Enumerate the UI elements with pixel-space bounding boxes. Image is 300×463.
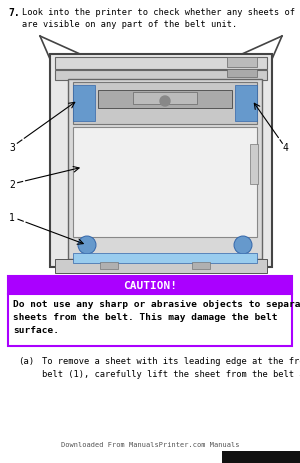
Text: 3: 3	[9, 143, 15, 153]
Text: 2: 2	[9, 180, 15, 189]
Text: 7.: 7.	[8, 8, 20, 18]
FancyBboxPatch shape	[50, 55, 272, 268]
Circle shape	[234, 237, 252, 255]
Circle shape	[160, 97, 170, 107]
FancyBboxPatch shape	[133, 93, 197, 105]
Text: 4: 4	[282, 143, 288, 153]
FancyBboxPatch shape	[73, 83, 257, 125]
FancyBboxPatch shape	[55, 58, 267, 70]
Text: To remove a sheet with its leading edge at the front of the: To remove a sheet with its leading edge …	[42, 356, 300, 365]
FancyBboxPatch shape	[192, 263, 210, 269]
Text: surface.: surface.	[13, 325, 59, 334]
FancyBboxPatch shape	[73, 86, 95, 122]
Text: Do not use any sharp or abrasive objects to separate: Do not use any sharp or abrasive objects…	[13, 300, 300, 308]
Text: Look into the printer to check whether any sheets of paper
are visible on any pa: Look into the printer to check whether a…	[22, 8, 300, 29]
FancyBboxPatch shape	[68, 80, 262, 259]
FancyBboxPatch shape	[227, 70, 257, 78]
FancyBboxPatch shape	[222, 451, 300, 463]
Text: Downloaded From ManualsPrinter.com Manuals: Downloaded From ManualsPrinter.com Manua…	[61, 441, 239, 447]
FancyBboxPatch shape	[235, 86, 257, 122]
FancyBboxPatch shape	[250, 144, 258, 185]
FancyBboxPatch shape	[73, 128, 257, 238]
Text: 1: 1	[9, 213, 15, 223]
FancyBboxPatch shape	[55, 71, 267, 81]
Circle shape	[78, 237, 96, 255]
FancyBboxPatch shape	[8, 276, 292, 294]
FancyBboxPatch shape	[98, 91, 232, 109]
FancyBboxPatch shape	[8, 294, 292, 346]
FancyBboxPatch shape	[100, 263, 118, 269]
Text: sheets from the belt. This may damage the belt: sheets from the belt. This may damage th…	[13, 313, 278, 321]
Text: CAUTION!: CAUTION!	[123, 281, 177, 290]
FancyBboxPatch shape	[55, 259, 267, 274]
Text: belt (1), carefully lift the sheet from the belt and pull it: belt (1), carefully lift the sheet from …	[42, 369, 300, 378]
Text: (a): (a)	[18, 356, 34, 365]
FancyBboxPatch shape	[73, 253, 257, 263]
FancyBboxPatch shape	[227, 58, 257, 68]
